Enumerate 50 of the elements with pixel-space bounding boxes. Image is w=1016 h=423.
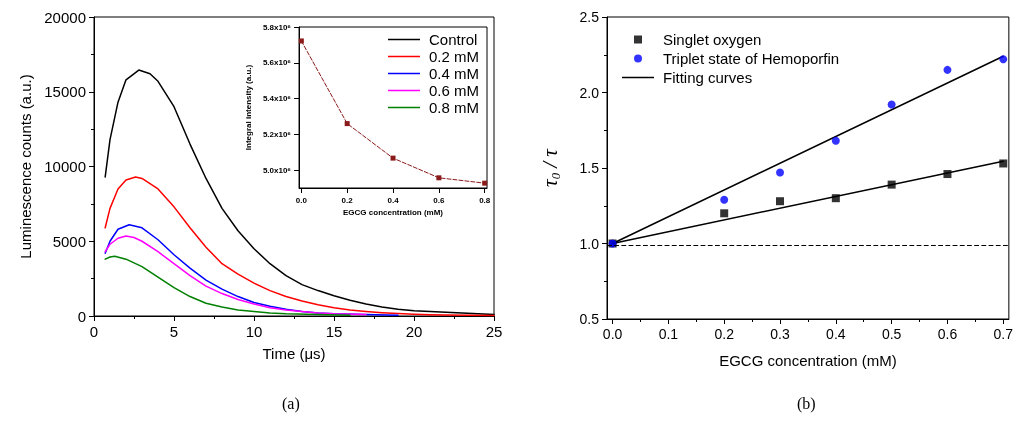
legend-label: 0.4 mM [428, 65, 480, 82]
y-tick-label: 2.0 [579, 84, 600, 101]
x-tick-label: 0.8 [479, 195, 491, 205]
legend-label: Triplet state of Hemoporfin [663, 50, 840, 67]
legend-label: 0.8 mM [428, 99, 480, 116]
x-tick-label: 0.7 [993, 326, 1014, 342]
text: (b) [797, 394, 816, 413]
x-tick-label: 0.4 [387, 195, 400, 205]
x-tick-label: 10 [245, 323, 263, 340]
y-tick-label: 5.0x10⁶ [262, 165, 292, 175]
y-tick-label: 5000 [52, 232, 86, 250]
x-axis-title: EGCG concentration (mM) [343, 208, 444, 218]
y-axis-title: Luminescence counts (a.u.) [17, 74, 35, 259]
x-tick-label: 0.5 [881, 326, 902, 342]
y-tick-label: 5.4x10⁶ [262, 94, 292, 104]
x-tick-label: 0.1 [658, 326, 679, 342]
x-tick-label: 0.2 [714, 326, 735, 342]
y-tick-label: 15000 [44, 83, 86, 101]
legend-label: Fitting curves [663, 69, 753, 86]
x-tick-label: 0.6 [937, 326, 958, 342]
x-tick-label: 25 [485, 323, 503, 340]
y-axis-title: Integral intensity (a.u.) [243, 64, 253, 151]
y-tick-label: 0 [77, 307, 86, 325]
text: (a) [282, 394, 300, 413]
y-tick-label: 20000 [44, 8, 86, 26]
x-tick-label: 0.3 [770, 326, 790, 342]
x-tick-label: 15 [325, 323, 343, 340]
y-axis-title: τ0 / τ [538, 147, 563, 187]
y-tick-label: 1.5 [579, 160, 600, 176]
x-axis-title: EGCG concentration (mM) [719, 352, 897, 369]
x-tick-label: 0 [89, 323, 99, 340]
x-axis-title: Time (μs) [262, 345, 326, 362]
x-tick-label: 5 [169, 323, 179, 340]
y-tick-label: 10000 [44, 158, 86, 175]
y-tick-label: 5.2x10⁶ [262, 129, 292, 139]
y-tick-label: 2.5 [579, 9, 600, 25]
x-tick-label: 20 [405, 323, 423, 340]
y-tick-label: 5.8x10⁶ [262, 22, 292, 32]
x-tick-label: 0.6 [433, 195, 445, 205]
legend-label: Control [428, 31, 478, 48]
y-tick-label: 5.6x10⁶ [262, 58, 292, 68]
legend-label: 0.2 mM [428, 48, 480, 65]
x-tick-label: 0.4 [826, 326, 846, 342]
x-tick-label: 0.2 [341, 195, 354, 205]
legend-label: Singlet oxygen [663, 31, 762, 48]
y-tick-label: 0.5 [579, 311, 600, 327]
legend-label: 0.6 mM [428, 82, 480, 99]
x-tick-label: 0.0 [602, 326, 623, 342]
y-tick-label: 1.0 [579, 235, 600, 252]
x-tick-label: 0.0 [295, 195, 308, 205]
